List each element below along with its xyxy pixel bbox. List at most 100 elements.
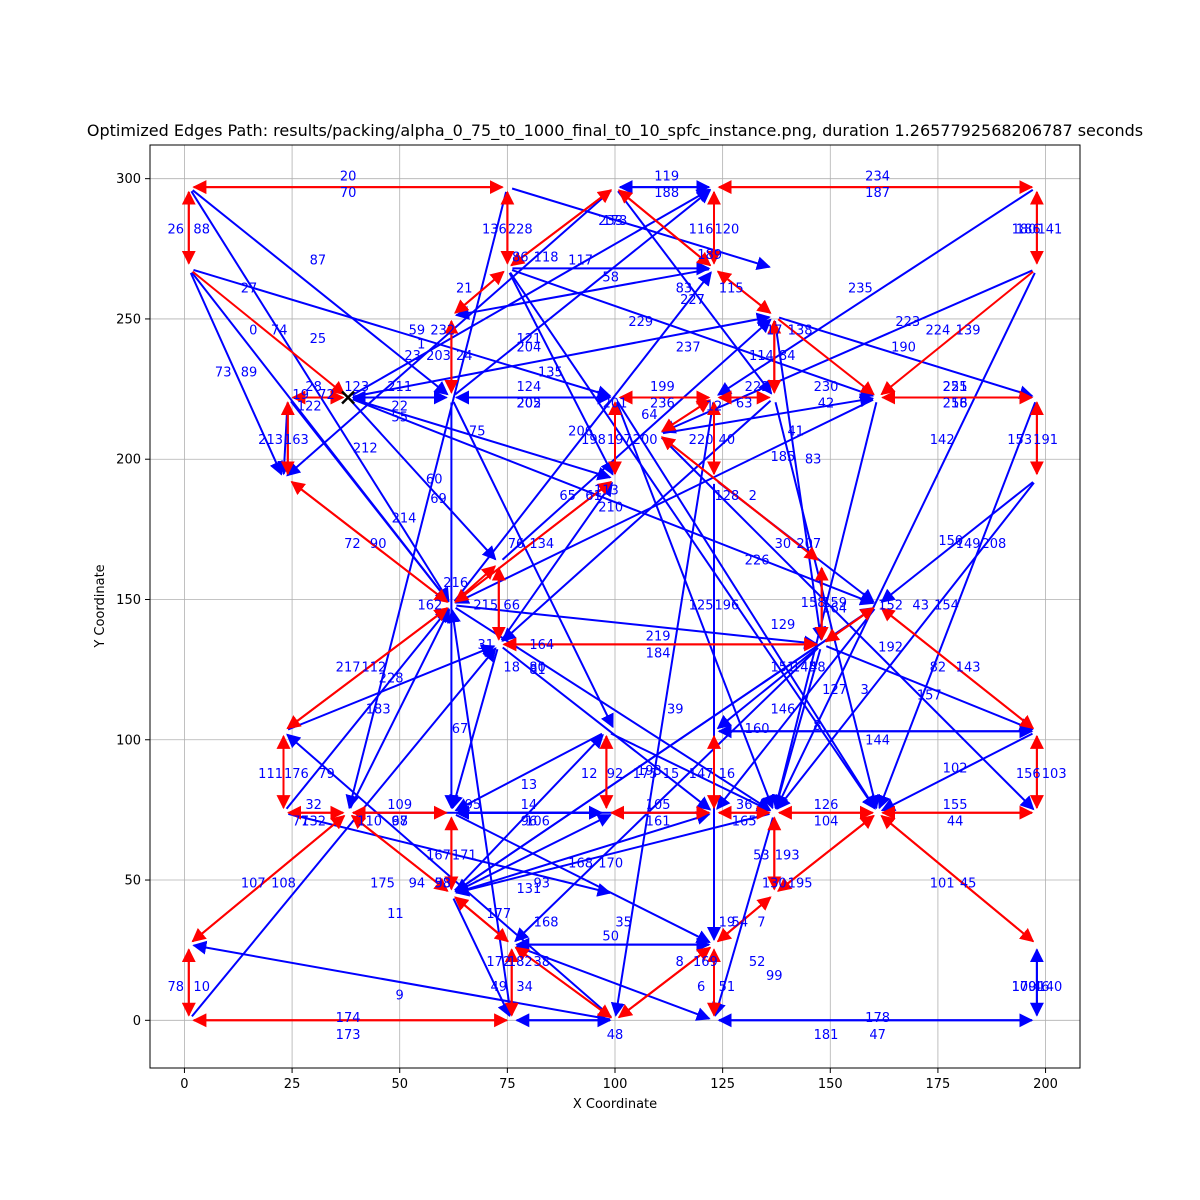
edge-label: 175 <box>370 876 395 891</box>
optimized-edge <box>660 436 819 561</box>
optimized-edge <box>454 270 505 314</box>
edge-label: 19 <box>292 388 309 403</box>
edge-label: 178 <box>865 1011 890 1026</box>
edge-label: 56 <box>951 397 968 412</box>
edge-label: 70 <box>340 186 357 201</box>
y-tick-label: 250 <box>116 312 141 327</box>
edge-label: 179 <box>1012 980 1037 995</box>
edge <box>509 272 876 810</box>
edge-label: 64 <box>641 408 658 423</box>
edge <box>500 481 613 641</box>
edge-label: 184 <box>646 646 671 661</box>
edge-label: 208 <box>981 537 1006 552</box>
optimized-edge <box>618 946 712 1019</box>
optimized-edge <box>777 318 875 396</box>
edge-label: 72 <box>344 537 361 552</box>
edge-label: 200 <box>633 433 658 448</box>
edge <box>662 393 875 435</box>
edge <box>189 272 283 476</box>
edge <box>352 398 875 606</box>
edge-label: 221 <box>943 380 968 395</box>
edge <box>455 814 612 893</box>
edge <box>454 189 712 396</box>
edge-label: 162 <box>417 599 442 614</box>
edge-label: 138 <box>788 324 813 339</box>
edge-label: 128 <box>714 489 739 504</box>
edge-label: 131 <box>516 882 541 897</box>
edge-label: 214 <box>392 512 417 527</box>
edge-label: 55 <box>391 411 408 426</box>
edge-label: 203 <box>426 349 451 364</box>
edge-label: 59 <box>409 324 426 339</box>
edge-label: 144 <box>865 733 890 748</box>
edge-label: 99 <box>766 969 783 984</box>
edge-label: 98 <box>435 876 452 891</box>
edge-label: 86 <box>512 251 529 266</box>
edge-label: 90 <box>370 537 387 552</box>
y-tick-label: 0 <box>133 1014 141 1029</box>
edge-label: 168 <box>568 857 593 872</box>
edge <box>660 436 1035 811</box>
edge-label: 210 <box>598 500 623 515</box>
x-tick-label: 175 <box>926 1077 951 1092</box>
edge-label: 121 <box>516 332 541 347</box>
edge-label: 118 <box>534 251 559 266</box>
edge <box>717 188 1034 396</box>
edge-label: 32 <box>305 798 322 813</box>
edge <box>511 187 771 271</box>
edge <box>774 320 827 641</box>
optimized-edge <box>777 814 875 892</box>
edge <box>352 398 612 481</box>
edge-label: 220 <box>689 433 714 448</box>
edge-label: 103 <box>1042 767 1067 782</box>
edge-label: 218 <box>943 397 968 412</box>
edge <box>449 648 499 810</box>
edge <box>191 647 497 1018</box>
edge-label: 96 <box>521 815 538 830</box>
edge-label: 159 <box>822 596 847 611</box>
edge <box>455 814 711 944</box>
edge-label: 63 <box>736 397 753 412</box>
edge-label: 213 <box>258 433 283 448</box>
optimized-edge <box>191 815 346 943</box>
edge-label: 106 <box>525 815 550 830</box>
edge-label: 237 <box>676 341 701 356</box>
y-axis-ticks: 0 50 100 150 200 250 300 <box>116 172 150 1029</box>
x-axis-label: X Coordinate <box>573 1097 657 1112</box>
edge-label: 84 <box>779 349 796 364</box>
edge-label: 72 <box>318 388 335 403</box>
y-tick-label: 200 <box>116 453 141 468</box>
edge-label: 169 <box>693 955 718 970</box>
edge-label: 153 <box>1007 433 1032 448</box>
edge-label: 113 <box>594 484 619 499</box>
edge-label: 78 <box>168 980 185 995</box>
y-tick-label: 150 <box>116 593 141 608</box>
edge-label: 188 <box>654 186 679 201</box>
optimized-edge <box>880 607 1034 729</box>
edge-label: 53 <box>435 876 452 891</box>
edge-label: 149 <box>956 537 981 552</box>
edge-label: 92 <box>607 767 624 782</box>
edge-label: 172 <box>486 955 511 970</box>
edge <box>716 646 819 730</box>
edge-label: 109 <box>387 798 412 813</box>
edge-label: 120 <box>714 223 739 238</box>
edge-label: 151 <box>770 660 795 675</box>
edge-label: 26 <box>168 223 185 238</box>
edge-label: 170 <box>598 857 623 872</box>
edge-label: 122 <box>297 399 322 414</box>
edge-label: 60 <box>426 472 443 487</box>
edge-label: 13 <box>521 778 538 793</box>
edge <box>615 401 775 810</box>
edge-label: 46 <box>1033 980 1050 995</box>
edge-label: 6 <box>697 980 705 995</box>
edge <box>772 648 822 810</box>
edge-label: 130 <box>762 876 787 891</box>
edge-label: 10 <box>193 980 210 995</box>
edge-label: 93 <box>534 876 551 891</box>
edge-label: 20 <box>340 169 357 184</box>
edge-label: 112 <box>361 660 386 675</box>
edge-label: 104 <box>814 815 839 830</box>
edge-label: 164 <box>822 601 847 616</box>
